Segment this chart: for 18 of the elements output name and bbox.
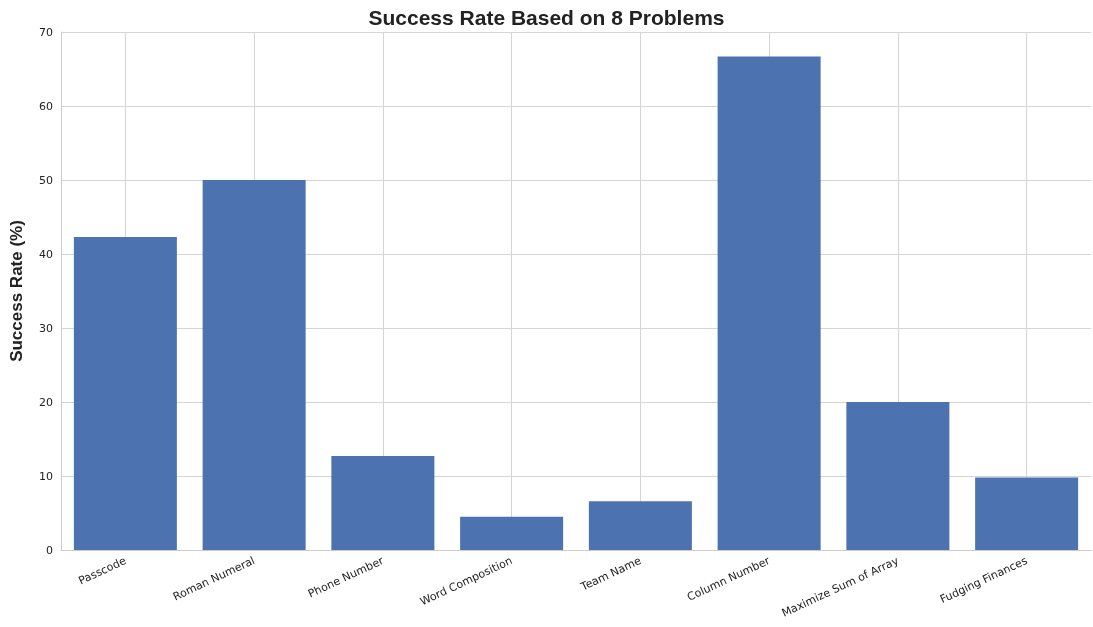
y-tick-label: 10 xyxy=(39,469,53,483)
y-tick-label: 40 xyxy=(39,247,53,261)
y-axis-title: Success Rate (%) xyxy=(7,220,26,362)
bar xyxy=(846,402,950,550)
y-tick-label: 60 xyxy=(39,99,53,113)
y-tick-label: 30 xyxy=(39,321,53,335)
y-tick-label: 70 xyxy=(39,25,53,39)
chart-title: Success Rate Based on 8 Problems xyxy=(368,6,725,29)
bar xyxy=(331,456,435,550)
bar xyxy=(588,501,692,550)
y-tick-label: 20 xyxy=(39,395,53,409)
bar xyxy=(717,56,821,550)
bar xyxy=(202,180,306,550)
bar xyxy=(73,236,177,550)
bar xyxy=(975,477,1079,550)
y-tick-label: 50 xyxy=(39,173,53,187)
y-tick-label: 0 xyxy=(46,543,53,557)
bar xyxy=(460,516,564,550)
